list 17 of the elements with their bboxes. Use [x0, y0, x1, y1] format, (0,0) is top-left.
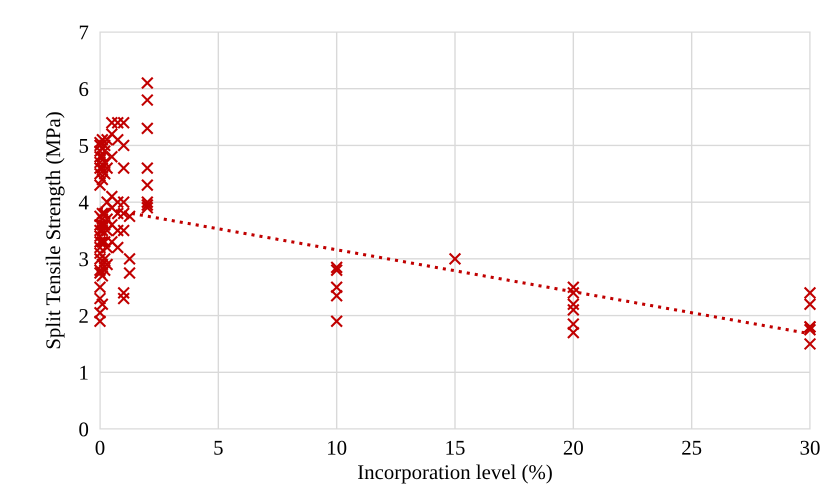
y-axis-title: Split Tensile Strength (MPa) — [46, 112, 65, 348]
x-tick-label: 0 — [96, 440, 104, 455]
y-tick-label: 2 — [79, 309, 88, 323]
y-tick-label: 1 — [80, 366, 88, 380]
x-tick-label: 30 — [800, 440, 820, 455]
x-tick-label: 25 — [682, 440, 702, 455]
x-tick-label: 15 — [446, 440, 465, 455]
y-tick-label: 4 — [78, 196, 89, 210]
y-tick-label: 3 — [79, 252, 88, 266]
y-tick-label: 6 — [79, 82, 88, 96]
y-tick-label: 7 — [80, 26, 88, 40]
x-tick-label: 20 — [564, 440, 583, 455]
x-axis-title: Incorporation level (%) — [358, 464, 552, 484]
x-tick-label: 10 — [328, 440, 346, 455]
y-tick-label: 0 — [79, 422, 88, 436]
x-tick-label: 5 — [214, 440, 223, 455]
y-tick-label: 5 — [80, 139, 88, 153]
